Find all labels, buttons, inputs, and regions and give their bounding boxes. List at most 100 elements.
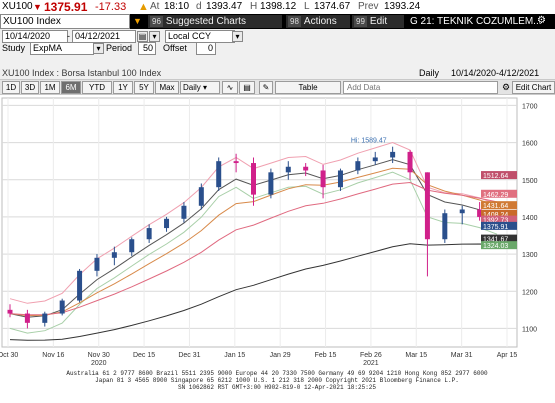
frequency-label: Daily	[419, 68, 440, 78]
chart-area[interactable]: 1100 1200 1300 1400 1500 1600 1700 Oct 30 Nov 16…	[0, 94, 555, 400]
security-label: XU100 Index	[3, 16, 61, 27]
x-tick-label: Dec 15	[133, 352, 155, 359]
actions-button[interactable]: 98 Actions	[286, 15, 350, 28]
candle-body	[442, 213, 448, 240]
candle-body	[59, 300, 65, 314]
candle-body	[424, 172, 430, 240]
ema-long-line	[9, 181, 498, 316]
range-button-max[interactable]: Max	[155, 81, 179, 94]
price-label-box	[481, 221, 517, 230]
calendar-icon[interactable]: ▤	[137, 31, 148, 42]
x-tick-label: Dec 31	[178, 352, 200, 359]
range-button-ytd[interactable]: YTD	[82, 81, 112, 94]
date-range-label: 10/14/2020-4/12/2021	[451, 68, 540, 78]
high-value: 1398.12	[260, 1, 297, 12]
price-label: 1462.29	[483, 192, 508, 199]
candle-body	[390, 151, 396, 158]
dropdown-arrow-icon[interactable]: ▾	[149, 31, 160, 42]
edit-button[interactable]: 99 Edit	[352, 15, 404, 28]
x-tick-label: Feb 26	[360, 352, 382, 359]
down-arrow-icon: ▼	[33, 2, 42, 12]
date-to-input[interactable]: 04/12/2021	[72, 30, 136, 43]
line-chart-icon[interactable]: ∿	[222, 81, 238, 94]
range-button-6m[interactable]: 6M	[61, 81, 81, 94]
x-tick-label: Oct 30	[0, 352, 18, 359]
candle-body	[251, 163, 256, 195]
offset-input[interactable]: 0	[196, 42, 216, 55]
price-label-box	[481, 171, 517, 180]
page-title: G 21: TEKNIK COZUMLEM...	[410, 16, 542, 27]
hi-annotation: Hi: 1589.47	[351, 138, 387, 145]
range-toolbar: 1D 3D 1M 6M YTD 1Y 5Y Max Daily ▾ ∿ ▤ ✎ …	[0, 79, 555, 95]
candle-body	[303, 166, 309, 171]
price-label: 1512.64	[483, 173, 508, 180]
price-chart[interactable]: 1100 1200 1300 1400 1500 1600 1700 Oct 30 Nov 16…	[0, 94, 555, 400]
x-year-label: 2021	[363, 360, 379, 367]
range-button-1y[interactable]: 1Y	[113, 81, 133, 94]
offset-label: Offset	[163, 43, 187, 53]
price-label-box	[481, 215, 517, 224]
suggested-charts-button[interactable]: 96 Suggested Charts	[148, 15, 282, 28]
range-button-1m[interactable]: 1M	[40, 81, 60, 94]
study-select[interactable]: ExpMA	[30, 42, 94, 55]
draw-tool-icon[interactable]: ✎	[259, 81, 273, 94]
edit-label: Edit	[369, 16, 388, 27]
candle-body	[407, 151, 413, 173]
candle-body	[372, 157, 378, 162]
study-label: Study	[2, 43, 26, 53]
y-tick-label: 1100	[522, 326, 537, 333]
table-button[interactable]: Table	[275, 81, 341, 94]
x-tick-label: Mar 31	[451, 352, 473, 359]
candle-body	[285, 166, 291, 173]
price-label-box	[481, 189, 517, 198]
period-select[interactable]: Daily ▾	[180, 81, 220, 94]
security-field[interactable]: XU100 Index	[0, 14, 130, 29]
period-select-label: Daily	[183, 83, 201, 92]
price-label: 1341.67	[483, 237, 508, 244]
last-price: 1375.91	[44, 0, 88, 14]
bar-chart-icon[interactable]: ▤	[239, 81, 255, 94]
candle-body	[320, 170, 326, 188]
title-bar: XU100 Index ▼ 96 Suggested Charts 98 Actio…	[0, 14, 555, 29]
x-tick-label: Jan 15	[224, 352, 245, 359]
candle-body	[94, 257, 100, 271]
suggested-label: Suggested Charts	[165, 16, 246, 27]
candle-body	[164, 218, 170, 229]
range-button-3d[interactable]: 3D	[21, 81, 39, 94]
edit-chart-button[interactable]: Edit Chart	[512, 81, 555, 94]
x-year-label: 2020	[91, 360, 107, 367]
candle-body	[111, 252, 117, 258]
y-tick-label: 1400	[522, 215, 538, 222]
settings-icon[interactable]: ⚙	[537, 15, 546, 26]
suggested-tag: 96	[150, 16, 163, 27]
period-input[interactable]: 50	[138, 42, 156, 55]
settings-gear-icon[interactable]: ⚙	[502, 82, 511, 92]
x-tick-label: Nov 16	[42, 352, 64, 359]
candle-body	[337, 170, 343, 188]
range-button-1d[interactable]: 1D	[2, 81, 20, 94]
x-tick-label: Nov 30	[88, 352, 110, 359]
footer-line: Japan 81 3 4565 8900 Singapore 65 6212 1…	[95, 377, 459, 384]
d-label: d	[196, 1, 202, 12]
candle-body	[477, 209, 483, 217]
currency-dropdown-icon[interactable]: ▾	[232, 31, 243, 42]
study-dropdown-icon[interactable]: ▾	[93, 43, 104, 54]
price-label: 1375.91	[483, 224, 508, 231]
add-data-input[interactable]: Add Data	[343, 81, 498, 94]
ticker-label: XU100	[2, 1, 33, 12]
x-tick-label: Mar 15	[405, 352, 427, 359]
candle-body	[268, 172, 274, 195]
x-tick-label: Feb 15	[315, 352, 337, 359]
l-label: L	[304, 1, 310, 12]
date-separator: -	[67, 31, 70, 41]
actions-tag: 98	[288, 16, 301, 27]
price-label: 1408.24	[483, 212, 508, 219]
dropdown-icon[interactable]: ▼	[133, 16, 142, 26]
h-label: H	[250, 1, 258, 12]
price-label-box	[481, 209, 517, 218]
range-button-5y[interactable]: 5Y	[134, 81, 154, 94]
at-label: At	[150, 1, 160, 12]
footer-line: Australia 61 2 9777 8600 Brazil 5511 239…	[66, 370, 488, 377]
price-label: 1431.64	[483, 203, 508, 210]
candle-body	[459, 209, 465, 214]
